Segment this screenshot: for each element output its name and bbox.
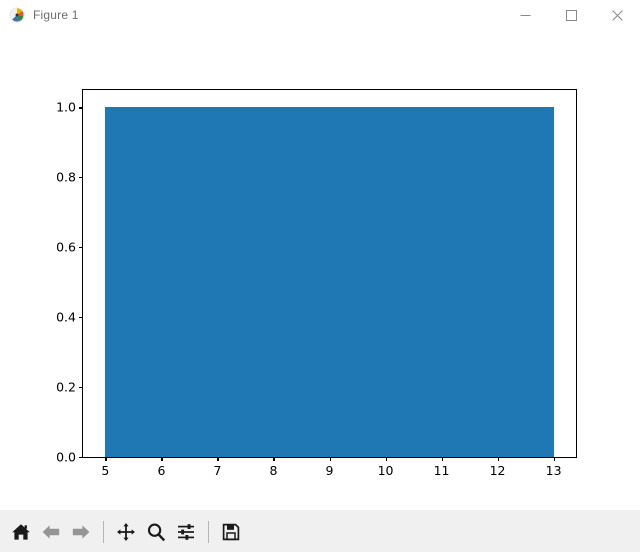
y-tick-label: 0.2 (56, 379, 76, 395)
toolbar-separator-1 (103, 520, 104, 543)
window-title: Figure 1 (33, 8, 79, 22)
x-tick (105, 457, 107, 461)
x-tick-label: 7 (213, 463, 222, 478)
x-tick (385, 457, 387, 461)
x-tick-label: 5 (101, 463, 110, 478)
matplotlib-logo-icon (9, 7, 25, 23)
title-bar[interactable]: Figure 1 (0, 0, 640, 30)
y-tick (79, 457, 83, 459)
maximize-icon (565, 9, 577, 21)
back-button[interactable] (36, 517, 66, 547)
y-tick (79, 177, 83, 179)
x-tick (217, 457, 219, 461)
pan-move-icon (117, 522, 135, 541)
close-icon (611, 9, 623, 21)
minimize-button[interactable] (502, 0, 548, 30)
maximize-button[interactable] (548, 0, 594, 30)
y-tick (79, 247, 83, 249)
x-tick (273, 457, 275, 461)
back-arrow-icon (42, 524, 60, 539)
x-tick (553, 457, 555, 461)
x-tick (497, 457, 499, 461)
x-tick-label: 8 (269, 463, 278, 478)
pan-button[interactable] (111, 517, 141, 547)
x-tick (329, 457, 331, 461)
x-tick-label: 9 (325, 463, 334, 478)
home-button[interactable] (6, 517, 36, 547)
zoom-magnifier-icon (147, 523, 166, 541)
window-controls (502, 0, 640, 30)
floppy-disk-icon (222, 523, 240, 540)
plot-area (83, 90, 576, 457)
y-tick-label: 0.0 (56, 449, 76, 465)
figure-canvas[interactable]: 5 6 7 8 9 10 11 12 13 0.0 0.2 0.4 0.6 0.8 1.0 (0, 30, 640, 510)
home-icon (12, 523, 30, 540)
toolbar-separator-2 (208, 520, 209, 543)
sliders-icon (178, 523, 194, 540)
x-tick-label: 13 (545, 463, 562, 478)
forward-button[interactable] (66, 517, 96, 547)
bar-0 (105, 107, 554, 457)
x-tick-label: 6 (157, 463, 166, 478)
navigation-toolbar (0, 510, 640, 552)
forward-arrow-icon (72, 524, 90, 539)
zoom-button[interactable] (141, 517, 171, 547)
x-tick (161, 457, 163, 461)
y-tick-label: 0.4 (56, 309, 76, 325)
x-tick-label: 12 (489, 463, 506, 478)
y-tick-label: 1.0 (56, 99, 76, 115)
y-tick (79, 387, 83, 389)
x-tick-label: 10 (377, 463, 394, 478)
x-tick (441, 457, 443, 461)
y-tick (79, 317, 83, 319)
y-tick-label: 0.8 (56, 169, 76, 185)
y-tick (79, 107, 83, 109)
y-tick-label: 0.6 (56, 239, 76, 255)
save-button[interactable] (216, 517, 246, 547)
minimize-icon (520, 14, 530, 16)
plot-axes[interactable]: 5 6 7 8 9 10 11 12 13 0.0 0.2 0.4 0.6 0.8 1.0 (56, 89, 577, 478)
close-button[interactable] (594, 0, 640, 30)
x-tick-label: 11 (433, 463, 450, 478)
subplots-button[interactable] (171, 517, 201, 547)
